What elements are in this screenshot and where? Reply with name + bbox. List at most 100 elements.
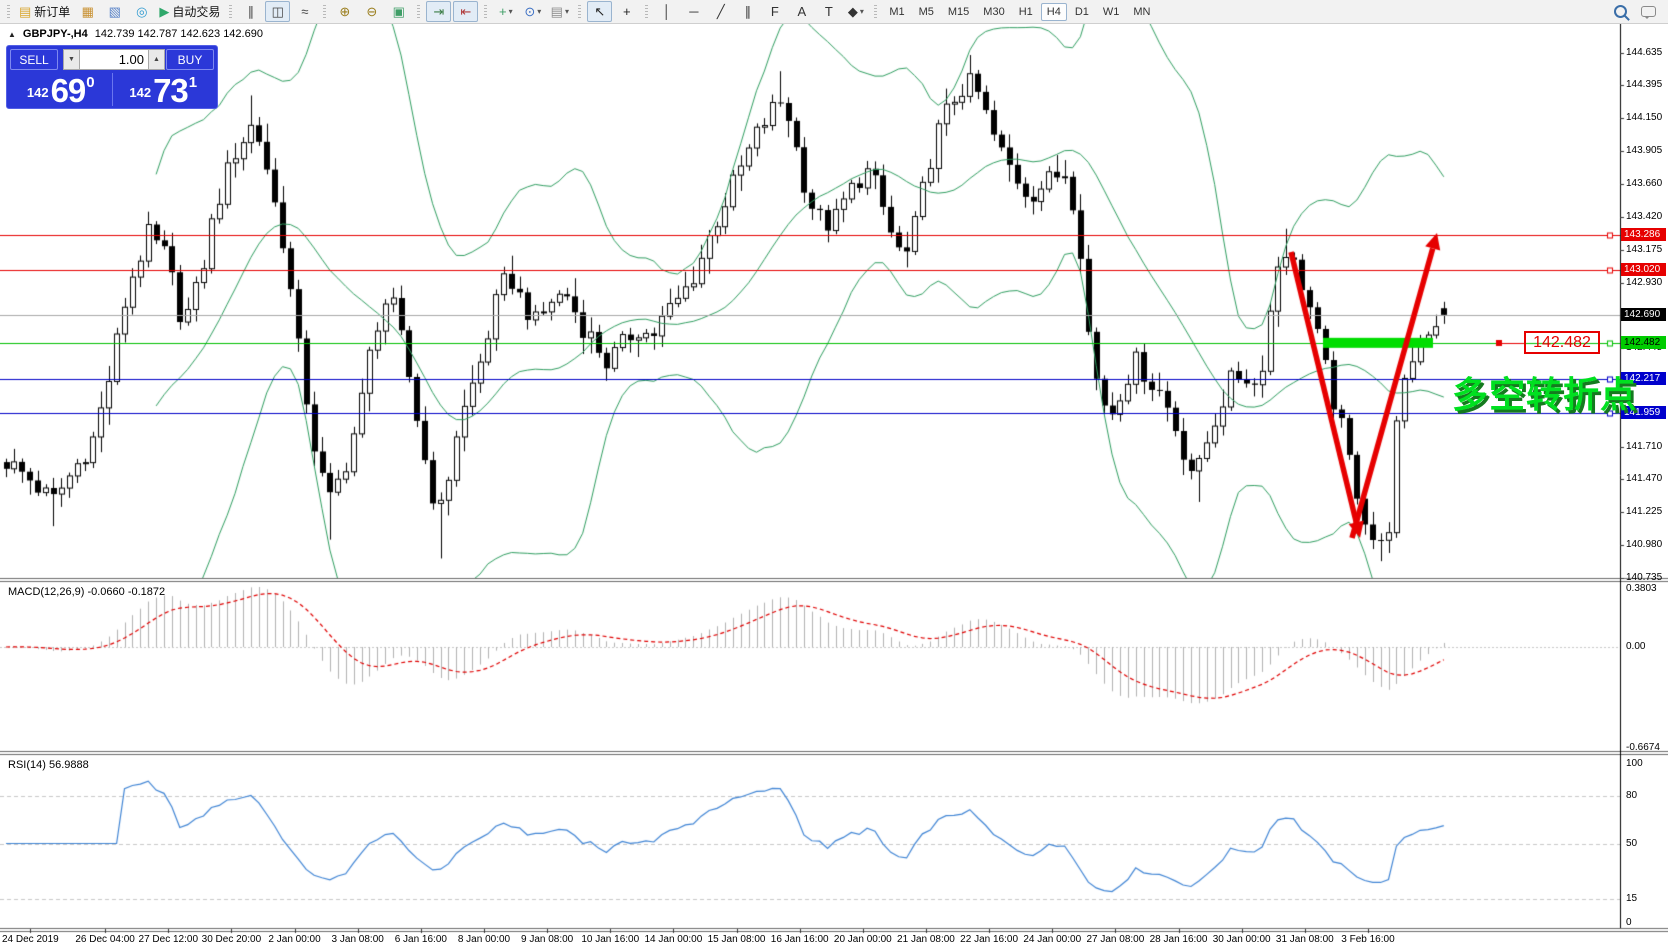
profiles-icon-icon: ▧ (108, 4, 121, 19)
price-tick-label: 143.905 (1626, 145, 1663, 157)
volume-input[interactable] (80, 49, 148, 70)
vertical-line-icon: │ (662, 4, 671, 19)
trade-panel-controls: SELL ▼ ▲ BUY (10, 49, 214, 70)
candlestick-chart-button[interactable]: ◫ (265, 1, 291, 22)
annotation-price-label[interactable]: 142.482 (1524, 331, 1600, 354)
one-click-trading-panel: SELL ▼ ▲ BUY 142 69 0 142 73 1 (6, 45, 218, 109)
price-level-tag: 143.286 (1621, 227, 1666, 241)
volume-increase-button[interactable]: ▲ (148, 49, 165, 70)
timeframe-m1-button[interactable]: M1 (889, 5, 905, 18)
timeframe-d1-button[interactable]: D1 (1074, 5, 1089, 18)
periods-button[interactable]: ⊙ ▾ (520, 1, 545, 22)
collapse-panel-icon[interactable]: ▲ (8, 29, 16, 39)
buy-price-sup: 1 (188, 74, 198, 91)
equidistant-channel-icon: ∥ (744, 4, 752, 19)
timeframe-w1-button[interactable]: W1 (1102, 5, 1120, 18)
horizontal-line-button[interactable]: ─ (681, 1, 706, 22)
signals-icon[interactable]: ◎ (129, 1, 154, 22)
new-order-button[interactable]: ▤ 新订单 (16, 1, 73, 22)
vertical-line-button[interactable]: │ (654, 1, 679, 22)
time-tick-label: 26 Dec 04:00 (75, 934, 135, 945)
time-tick-label: 2 Jan 00:00 (268, 934, 321, 945)
time-tick-label: 31 Jan 08:00 (1275, 934, 1334, 945)
cursor-button[interactable]: ↖ (587, 1, 613, 22)
line-chart-icon: ≈ (301, 4, 309, 19)
new-order-icon: ▤ (19, 4, 32, 19)
zoom-out-button[interactable]: ⊖ (359, 1, 384, 22)
buy-price[interactable]: 142 73 1 (111, 73, 215, 107)
bar-chart-button[interactable]: ∥ (238, 1, 263, 22)
dropdown-caret-icon[interactable]: ▾ (564, 7, 569, 16)
annotation-text-note[interactable]: 多空转折点 (1452, 374, 1638, 415)
chat-icon[interactable] (1641, 6, 1656, 19)
crosshair-icon: + (623, 4, 631, 19)
horizontal-line-icon: ─ (689, 4, 699, 19)
timeframe-h1-button[interactable]: H1 (1018, 5, 1033, 18)
toolbar-grip (229, 4, 233, 19)
arrows-button[interactable]: ◆ ▾ (843, 1, 868, 22)
autotrading-button-label: 自动交易 (172, 5, 221, 19)
zoom-out-icon: ⊖ (366, 4, 378, 19)
trendline-button[interactable]: ╱ (708, 1, 733, 22)
trade-panel-prices: 142 69 0 142 73 1 (10, 73, 215, 107)
tile-windows-icon: ▣ (392, 4, 405, 19)
time-tick-label: 30 Jan 00:00 (1212, 934, 1271, 945)
price-level-tag: 143.020 (1621, 263, 1666, 277)
signals-icon-icon: ◎ (136, 4, 148, 19)
buy-button[interactable]: BUY (166, 49, 214, 70)
time-tick-label: 24 Dec 2019 (2, 934, 59, 945)
tile-windows-button[interactable]: ▣ (386, 1, 411, 22)
timeframe-h4-button[interactable]: H4 (1040, 2, 1067, 21)
price-tick-label: 141.710 (1626, 440, 1663, 452)
charts-window-icon[interactable]: ▦ (75, 1, 100, 22)
price-tick-label: 144.150 (1626, 112, 1663, 124)
zoom-in-button[interactable]: ⊕ (332, 1, 357, 22)
templates-button[interactable]: ▤ ▾ (547, 1, 572, 22)
fibonacci-button[interactable]: F (762, 1, 787, 22)
time-tick-label: 21 Jan 08:00 (897, 934, 955, 945)
volume-decrease-button[interactable]: ▼ (63, 49, 80, 70)
toolbar-grip (645, 4, 649, 19)
profiles-icon[interactable]: ▧ (102, 1, 127, 22)
time-tick-label: 14 Jan 00:00 (644, 934, 703, 945)
crosshair-button[interactable]: + (614, 1, 639, 22)
text-button[interactable]: A (789, 1, 814, 22)
time-tick-label: 10 Jan 16:00 (581, 934, 640, 945)
chart-title: GBPJPY-,H4 (22, 28, 88, 40)
time-tick-label: 20 Jan 00:00 (833, 934, 892, 945)
sell-price-prefix: 142 (26, 85, 49, 100)
text-icon: A (797, 4, 807, 19)
auto-scroll-button[interactable]: ⇥ (426, 1, 452, 22)
templates-icon: ▤ (550, 4, 563, 19)
time-tick-label: 9 Jan 08:00 (520, 934, 574, 945)
sell-price-sup: 0 (86, 74, 95, 91)
dropdown-caret-icon[interactable]: ▾ (537, 7, 542, 16)
line-chart-button[interactable]: ≈ (292, 1, 317, 22)
rsi-indicator-label: RSI(14) 56.9888 (8, 759, 89, 771)
autotrading-icon: ▶ (159, 4, 170, 19)
search-icon[interactable] (1614, 5, 1627, 18)
time-tick-label: 24 Jan 00:00 (1023, 934, 1082, 945)
sell-button[interactable]: SELL (10, 49, 58, 70)
macd-scale-label: -0.6674 (1626, 742, 1660, 753)
candlestick-chart-icon: ◫ (271, 4, 284, 19)
timeframe-mn-button[interactable]: MN (1133, 5, 1151, 18)
autotrading-button[interactable]: ▶ 自动交易 (156, 1, 223, 22)
rsi-scale-label: 15 (1626, 893, 1638, 905)
indicators-button[interactable]: + ▾ (493, 1, 518, 22)
timeframe-m5-button[interactable]: M5 (918, 5, 934, 18)
chart-shift-button[interactable]: ⇤ (453, 1, 479, 22)
price-level-tag: 142.690 (1621, 307, 1666, 321)
timeframe-m15-button[interactable]: M15 (947, 5, 970, 18)
dropdown-caret-icon[interactable]: ▾ (508, 7, 513, 16)
chart-ohlc-values: 142.739 142.787 142.623 142.690 (94, 28, 263, 40)
time-tick-label: 28 Jan 16:00 (1149, 934, 1208, 945)
fibonacci-icon: F (770, 4, 779, 19)
timeframe-m30-button[interactable]: M30 (983, 5, 1005, 18)
text-label-button[interactable]: T (816, 1, 841, 22)
dropdown-caret-icon[interactable]: ▾ (859, 7, 864, 16)
toolbar-grip (323, 4, 327, 19)
equidistant-channel-button[interactable]: ∥ (735, 1, 760, 22)
sell-price[interactable]: 142 69 0 (10, 73, 112, 107)
